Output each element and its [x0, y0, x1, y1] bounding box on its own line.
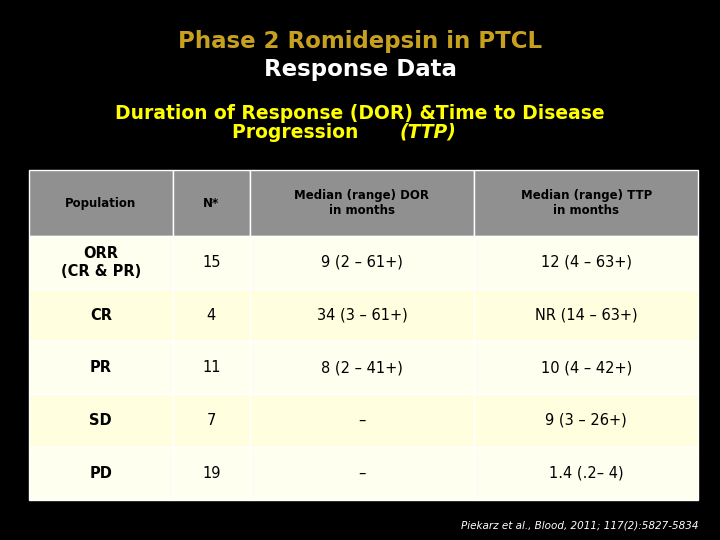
Text: Progression: Progression [233, 123, 365, 142]
Text: –: – [359, 465, 366, 481]
Text: (TTP): (TTP) [400, 123, 456, 142]
Text: 15: 15 [202, 255, 220, 270]
Text: 7: 7 [207, 413, 216, 428]
Text: –: – [359, 413, 366, 428]
Text: 4: 4 [207, 308, 216, 322]
Text: PR: PR [90, 360, 112, 375]
Text: Response Data: Response Data [264, 58, 456, 80]
Text: 9 (3 – 26+): 9 (3 – 26+) [545, 413, 627, 428]
Text: 19: 19 [202, 465, 220, 481]
Text: 8 (2 – 41+): 8 (2 – 41+) [321, 360, 403, 375]
Text: Phase 2 Romidepsin in PTCL: Phase 2 Romidepsin in PTCL [178, 30, 542, 52]
Text: CR: CR [90, 308, 112, 322]
Text: Median (range) TTP
in months: Median (range) TTP in months [521, 189, 652, 217]
Text: 11: 11 [202, 360, 220, 375]
Text: NR (14 – 63+): NR (14 – 63+) [535, 308, 637, 322]
Text: Population: Population [65, 197, 136, 210]
Text: 12 (4 – 63+): 12 (4 – 63+) [541, 255, 631, 270]
Text: PD: PD [89, 465, 112, 481]
Text: Piekarz et al., Blood, 2011; 117(2):5827-5834: Piekarz et al., Blood, 2011; 117(2):5827… [461, 520, 698, 530]
Text: N*: N* [203, 197, 220, 210]
Text: 34 (3 – 61+): 34 (3 – 61+) [317, 308, 408, 322]
Text: 1.4 (.2– 4): 1.4 (.2– 4) [549, 465, 624, 481]
Text: SD: SD [89, 413, 112, 428]
Text: Duration of Response (DOR) &Time to Disease: Duration of Response (DOR) &Time to Dise… [115, 104, 605, 123]
Text: 10 (4 – 42+): 10 (4 – 42+) [541, 360, 632, 375]
Text: ORR
(CR & PR): ORR (CR & PR) [60, 246, 141, 279]
Text: Median (range) DOR
in months: Median (range) DOR in months [294, 189, 429, 217]
Text: 9 (2 – 61+): 9 (2 – 61+) [321, 255, 403, 270]
